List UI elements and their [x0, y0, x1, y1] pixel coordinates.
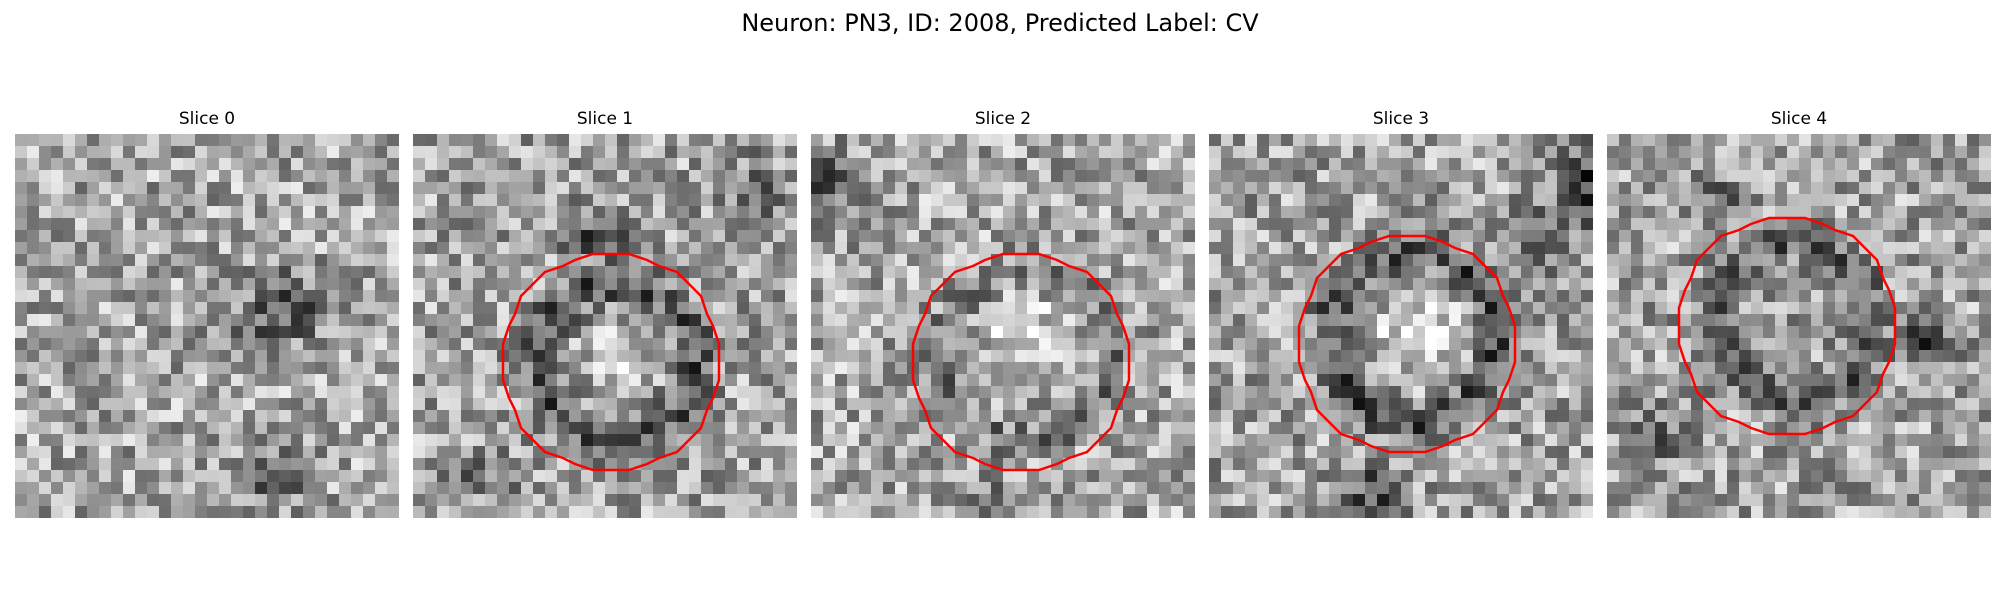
- slice-0-svg: [15, 134, 399, 518]
- slice-panel-1: Slice 1: [413, 108, 797, 518]
- slice-1-contour: [501, 252, 721, 472]
- figure-title: Neuron: PN3, ID: 2008, Predicted Label: …: [741, 9, 1259, 37]
- slice-4-contour: [1677, 216, 1897, 436]
- slice-4-image: [1607, 134, 1991, 518]
- slice-1-title: Slice 1: [576, 109, 634, 129]
- slice-3-title: Slice 3: [1372, 109, 1430, 129]
- slice-1-svg: [413, 134, 797, 518]
- slice-0-title: Slice 0: [178, 109, 236, 129]
- slice-1-image: [413, 134, 797, 518]
- slice-4-title: Slice 4: [1770, 109, 1828, 129]
- slice-panel-4: Slice 4: [1607, 108, 1991, 518]
- slice-3-image: [1209, 134, 1593, 518]
- slice-2-contour: [911, 252, 1131, 472]
- slice-2-image: [811, 134, 1195, 518]
- slice-3-svg: [1209, 134, 1593, 518]
- slice-panel-0: Slice 0: [15, 108, 399, 518]
- slice-2-title: Slice 2: [974, 109, 1032, 129]
- slice-0-image: [15, 134, 399, 518]
- slice-4-svg: [1607, 134, 1991, 518]
- slice-3-contour: [1297, 234, 1517, 454]
- slice-2-svg: [811, 134, 1195, 518]
- slice-panel-2: Slice 2: [811, 108, 1195, 518]
- slice-panel-3: Slice 3: [1209, 108, 1593, 518]
